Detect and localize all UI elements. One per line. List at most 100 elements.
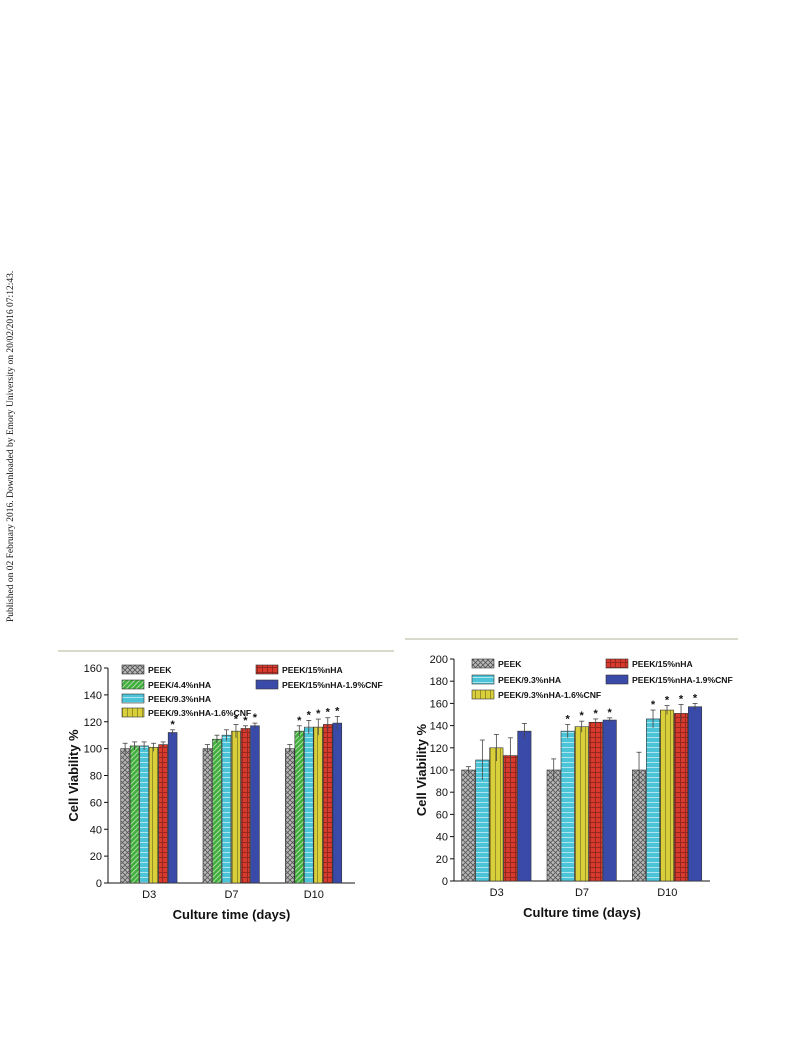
legend-swatch-peek-15-nha bbox=[255, 664, 279, 675]
significance-mark: * bbox=[326, 707, 331, 719]
y-tick-label: 20 bbox=[436, 854, 448, 866]
legend-swatch-peek-15-nha-1-9-cnf bbox=[605, 674, 629, 685]
y-tick-label: 80 bbox=[436, 787, 448, 799]
bar-peek-15-nha-d7 bbox=[240, 728, 251, 884]
y-tick-label: 0 bbox=[96, 878, 102, 890]
legend-label-peek-15-nha-1-9-cnf: PEEK/15%nHA-1.9%CNF bbox=[632, 675, 733, 685]
legend-swatch-peek-9-3-nha bbox=[471, 674, 495, 685]
legend-swatch-peek bbox=[121, 664, 145, 675]
x-axis-title: Culture time (days) bbox=[173, 907, 291, 922]
legend-label-peek: PEEK bbox=[498, 659, 522, 669]
significance-mark: * bbox=[307, 709, 312, 721]
y-tick-label: 160 bbox=[430, 698, 448, 710]
chart-right: 0 20 40 60 80 100 120 140 160 180 200 D3 * * * * D7 * * * * D… bbox=[414, 654, 733, 920]
y-tick-label: 0 bbox=[442, 876, 448, 888]
bar-peek-15-nha-1-9-cnf-d3 bbox=[167, 732, 178, 884]
chart-left: 0 20 40 60 80 100 120 140 160 * D3 * * * D7 * * * * * D10 Cul… bbox=[66, 663, 383, 922]
divider-left bbox=[58, 650, 394, 652]
legend-swatch-peek-15-nha bbox=[605, 658, 629, 669]
bar-peek-9-3-nha-1-6-cnf-d3 bbox=[148, 746, 159, 884]
bar-peek-4-4-nha-d3 bbox=[129, 745, 140, 884]
significance-mark: * bbox=[566, 713, 571, 725]
significance-mark: * bbox=[297, 715, 302, 727]
legend-label-peek-9-3-nha-1-6-cnf: PEEK/9.3%nHA-1.6%CNF bbox=[148, 708, 251, 718]
bar-peek-d3 bbox=[461, 769, 476, 882]
significance-mark: * bbox=[665, 695, 670, 707]
bar-peek-15-nha-d3 bbox=[503, 755, 518, 882]
bar-peek-9-3-nha-1-6-cnf-d10 bbox=[660, 709, 675, 882]
legend-swatch-peek-4-4-nha bbox=[121, 679, 145, 690]
bar-peek-9-3-nha-d10 bbox=[646, 718, 661, 882]
y-tick-label: 120 bbox=[84, 717, 102, 729]
y-tick-label: 160 bbox=[84, 663, 102, 675]
bar-peek-15-nha-1-9-cnf-d3 bbox=[517, 730, 532, 882]
legend-label-peek-9-3-nha: PEEK/9.3%nHA bbox=[148, 694, 211, 704]
legend-swatch-peek-9-3-nha bbox=[121, 693, 145, 704]
significance-mark: * bbox=[170, 719, 175, 731]
significance-mark: * bbox=[679, 694, 684, 706]
bar-peek-d7 bbox=[546, 769, 561, 882]
bar-peek-d10 bbox=[285, 748, 295, 884]
x-tick-label: D3 bbox=[142, 889, 156, 901]
y-tick-label: 100 bbox=[430, 765, 448, 777]
legend-swatch-peek-15-nha-1-9-cnf bbox=[255, 679, 279, 690]
bar-peek-15-nha-d10 bbox=[323, 724, 333, 884]
y-tick-label: 20 bbox=[90, 851, 102, 863]
legend-label-peek-9-3-nha-1-6-cnf: PEEK/9.3%nHA-1.6%CNF bbox=[498, 690, 601, 700]
legend-label-peek: PEEK bbox=[148, 665, 172, 675]
y-tick-label: 40 bbox=[436, 832, 448, 844]
y-tick-label: 140 bbox=[430, 721, 448, 733]
x-tick-label: D7 bbox=[224, 889, 238, 901]
significance-mark: * bbox=[234, 713, 239, 725]
bar-peek-9-3-nha-d7 bbox=[560, 730, 575, 882]
significance-mark: * bbox=[693, 692, 698, 704]
x-tick-label: D3 bbox=[490, 887, 504, 899]
x-tick-label: D10 bbox=[304, 889, 324, 901]
significance-mark: * bbox=[608, 707, 613, 719]
significance-mark: * bbox=[580, 710, 585, 722]
y-tick-label: 40 bbox=[90, 824, 102, 836]
bar-peek-4-4-nha-d10 bbox=[294, 730, 305, 884]
legend-swatch-peek-9-3-nha-1-6-cnf bbox=[121, 707, 145, 718]
legend-label-peek-15-nha: PEEK/15%nHA bbox=[632, 659, 693, 669]
bar-peek-15-nha-1-9-cnf-d10 bbox=[688, 706, 703, 882]
significance-mark: * bbox=[243, 715, 248, 727]
x-tick-label: D10 bbox=[657, 887, 677, 899]
y-axis-title: Cell Viability % bbox=[66, 729, 81, 822]
y-tick-label: 60 bbox=[436, 809, 448, 821]
legend-label-peek-9-3-nha: PEEK/9.3%nHA bbox=[498, 675, 561, 685]
bar-peek-d7 bbox=[202, 748, 213, 884]
significance-mark: * bbox=[594, 708, 599, 720]
y-tick-label: 100 bbox=[84, 744, 102, 756]
bar-peek-15-nha-1-9-cnf-d7 bbox=[602, 719, 617, 882]
y-tick-label: 140 bbox=[84, 690, 102, 702]
bar-peek-15-nha-1-9-cnf-d7 bbox=[250, 725, 260, 884]
y-tick-label: 80 bbox=[90, 771, 102, 783]
bar-peek-15-nha-d3 bbox=[158, 744, 168, 884]
legend-label-peek-4-4-nha: PEEK/4.4%nHA bbox=[148, 680, 211, 690]
legend-label-peek-15-nha: PEEK/15%nHA bbox=[282, 665, 343, 675]
bar-peek-9-3-nha-1-6-cnf-d7 bbox=[574, 726, 589, 882]
significance-mark: * bbox=[335, 705, 340, 717]
significance-mark: * bbox=[316, 708, 321, 720]
y-tick-label: 180 bbox=[430, 676, 448, 688]
bar-peek-9-3-nha-1-6-cnf-d7 bbox=[231, 730, 241, 884]
x-tick-label: D7 bbox=[575, 887, 589, 899]
bar-peek-9-3-nha-d7 bbox=[221, 734, 232, 884]
bar-peek-9-3-nha-1-6-cnf-d3 bbox=[489, 747, 504, 882]
y-tick-label: 60 bbox=[90, 797, 102, 809]
bar-peek-15-nha-1-9-cnf-d10 bbox=[332, 722, 343, 884]
legend-swatch-peek bbox=[471, 658, 495, 669]
significance-mark: * bbox=[651, 699, 656, 711]
bar-peek-9-3-nha-d3 bbox=[139, 745, 149, 884]
bar-peek-d3 bbox=[120, 748, 130, 884]
bar-peek-4-4-nha-d7 bbox=[212, 738, 222, 884]
y-tick-label: 200 bbox=[430, 654, 448, 666]
x-axis-title: Culture time (days) bbox=[523, 905, 641, 920]
significance-mark: * bbox=[253, 712, 258, 724]
y-axis-title: Cell Viability % bbox=[414, 723, 429, 816]
bar-peek-15-nha-d10 bbox=[674, 713, 689, 882]
legend-label-peek-15-nha-1-9-cnf: PEEK/15%nHA-1.9%CNF bbox=[282, 680, 383, 690]
bar-peek-9-3-nha-1-6-cnf-d10 bbox=[313, 726, 324, 884]
bar-peek-9-3-nha-d10 bbox=[304, 726, 314, 884]
